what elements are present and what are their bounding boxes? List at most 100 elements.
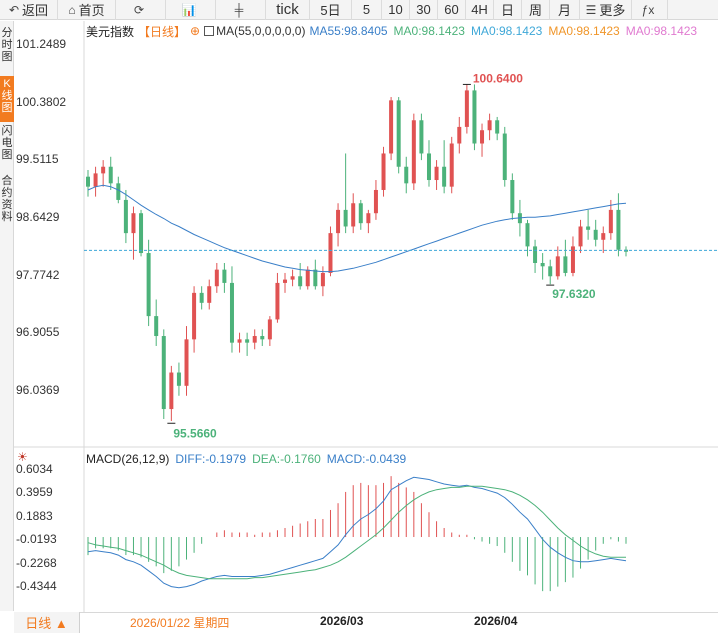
low-annotation: 95.5660 (173, 426, 217, 440)
menu-icon: ☰ (585, 2, 597, 17)
candle-body (245, 339, 250, 343)
side-tab-3[interactable]: 合约资料 (1, 175, 13, 223)
indicator-label: MA(55,0,0,0,0,0) (216, 24, 306, 38)
candle-body (540, 262, 545, 267)
toolbar-item-bar-chart[interactable]: 📊 (166, 0, 216, 20)
candle-body (578, 226, 583, 247)
toolbar-item-refresh[interactable]: ⟳ (116, 0, 166, 20)
ma-value-3: MA0:98.1423 (548, 24, 620, 38)
candle-body (214, 269, 219, 287)
candle-body (358, 203, 363, 224)
toolbar-item-日[interactable]: 日 (494, 0, 522, 20)
macd-dea-line (87, 485, 626, 580)
candle-body (260, 336, 265, 340)
macd-axis-label: -0.2268 (16, 555, 57, 570)
toolbar-item-周[interactable]: 周 (522, 0, 550, 20)
candle-body (86, 176, 90, 187)
toolbar-item-10[interactable]: 10 (382, 0, 410, 20)
macd-diff: DIFF:-0.1979 (175, 452, 247, 466)
candle-body (548, 266, 553, 277)
macd-dea: DEA:-0.1760 (252, 452, 321, 466)
time-axis-label: 2026/04 (474, 614, 518, 628)
period-selector-button[interactable]: 日线 ▲ (14, 612, 80, 633)
candle-body (108, 166, 113, 184)
toolbar-item-5[interactable]: 5 (352, 0, 382, 20)
candle-body (283, 279, 288, 283)
candle-body (366, 213, 371, 224)
candle-body (608, 209, 613, 234)
toolbar-item-返回[interactable]: ↶ 返回 (0, 0, 58, 20)
side-tabs: 分时图 K线图闪电图合约资料 (0, 21, 14, 611)
low-mid-annotation: 97.6320 (552, 287, 596, 301)
ma-value-4: MA0:98.1423 (625, 24, 698, 38)
toolbar-item-30[interactable]: 30 (410, 0, 438, 20)
candle-body (510, 180, 515, 214)
period-label[interactable]: 【日线】 (138, 24, 187, 39)
candle-body (252, 336, 257, 343)
instrument-name: 美元指数 (86, 24, 135, 39)
toolbar-item-candlestick[interactable]: ╪ (216, 0, 266, 20)
candle-body (343, 209, 348, 227)
price-axis-label: 97.7742 (16, 267, 60, 282)
time-axis-bar (14, 612, 718, 633)
toolbar-item-月[interactable]: 月 (550, 0, 580, 20)
candle-body (502, 133, 507, 181)
toolbar-item-label: 日 (500, 3, 514, 18)
candle-body (487, 120, 492, 131)
macd-axis-label: -0.0193 (16, 532, 57, 547)
macd-settings-icon[interactable]: ☀ (17, 450, 28, 464)
home-icon: ⌂ (68, 2, 76, 17)
candle-body (563, 256, 568, 273)
ma55-line (87, 184, 627, 273)
toolbar-item-5日[interactable]: 5日 (310, 0, 352, 20)
macd-diff-line (87, 476, 627, 589)
candle-body (320, 272, 325, 287)
side-tab-1[interactable]: K线图 (0, 76, 14, 122)
kline-chart[interactable]: 100.6400 95.5660 97.6320 (0, 0, 718, 612)
candle-body (139, 213, 144, 254)
toolbar-item-label: 60 (444, 2, 459, 17)
settings-icon[interactable]: ⊕ (190, 24, 201, 38)
toolbar-item-首页[interactable]: ⌂ 首页 (58, 0, 116, 20)
toolbar-item-label: 5 (362, 2, 371, 17)
toolbar-item-tick[interactable]: tick (266, 0, 310, 20)
toolbar-item-label: tick (276, 1, 299, 18)
toolbar-item-4H[interactable]: 4H (466, 0, 494, 20)
high-annotation: 100.6400 (473, 71, 523, 85)
time-axis-label: 2026/03 (320, 614, 364, 628)
candle-body (169, 372, 174, 410)
toolbar: ↶ 返回 ⌂ 首页 ⟳ 📊 ╪ tick 5日 5 10 30 60 4H 日周月 ☰ 更多 ƒx (0, 0, 718, 20)
candle-body (131, 213, 136, 234)
candle-body (305, 269, 310, 287)
toolbar-item-60[interactable]: 60 (438, 0, 466, 20)
candlestick-icon: ╪ (234, 2, 244, 17)
ma-value-1: MA0:98.1423 (393, 24, 465, 38)
side-tab-2[interactable]: 闪电图 (1, 125, 13, 161)
candle-body (146, 253, 151, 317)
candle-body (396, 100, 401, 167)
candle-body (207, 286, 212, 303)
candle-body (389, 100, 394, 154)
refresh-icon: ⟳ (133, 2, 145, 17)
candle-body (570, 246, 575, 273)
candle-body (290, 276, 295, 280)
indicator-box-icon[interactable] (204, 26, 215, 36)
toolbar-item-更多[interactable]: ☰ 更多 (580, 0, 632, 20)
candle-body (275, 282, 280, 320)
candle-body (480, 130, 485, 144)
side-tab-0[interactable]: 分时图 (1, 27, 13, 63)
candle-body (328, 233, 333, 273)
price-axis-label: 96.9055 (16, 325, 60, 340)
price-axis-label: 98.6429 (16, 210, 60, 224)
candle-body (222, 269, 227, 283)
candle-body (93, 173, 98, 187)
candle-body (495, 120, 500, 134)
macd-value: MACD:-0.0439 (326, 452, 407, 466)
macd-axis-label: -0.4344 (16, 579, 57, 593)
back-icon: ↶ (8, 2, 20, 17)
candle-body (533, 246, 538, 263)
toolbar-item-label: 5日 (320, 3, 341, 18)
candle-body (457, 126, 462, 144)
toolbar-item-function[interactable]: ƒx (632, 0, 668, 20)
candle-body (192, 292, 197, 340)
